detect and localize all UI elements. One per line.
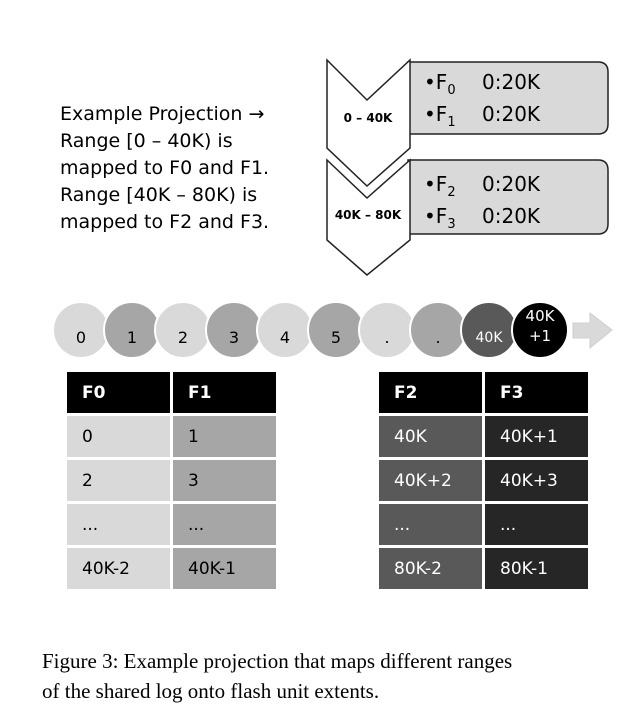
table-cell: 40K-2 (67, 548, 170, 589)
table-cell: 2 (67, 460, 170, 501)
log-entry-label: 40K +1 (525, 307, 555, 345)
table-cell: ... (173, 504, 276, 545)
chevron-1 (326, 58, 411, 188)
table-cell: 1 (173, 416, 276, 457)
table-cell: ... (67, 504, 170, 545)
table-cell: 40K (379, 416, 482, 457)
flash-table-left: F0 F1 0 1 2 3 ... ... 40K-2 40K-1 (64, 369, 279, 592)
table-row: ... ... (379, 504, 588, 545)
chevron-2-label: 40K – 80K (334, 208, 402, 222)
table-row: 2 3 (67, 460, 276, 501)
table-header: F2 (379, 372, 482, 413)
log-entry-label: 2 (177, 328, 189, 347)
description-line: mapped to F2 and F3. (60, 211, 270, 233)
description-line: Range [40K – 80K) is (60, 184, 258, 206)
table-cell: 80K-2 (379, 548, 482, 589)
figure-caption: Figure 3: Example projection that maps d… (42, 646, 632, 706)
log-entry-circle (511, 301, 569, 359)
flash-table-right: F2 F3 40K 40K+1 40K+2 40K+3 ... ... 80K-… (376, 369, 591, 592)
table-cell: 80K-1 (485, 548, 588, 589)
table-row: 40K-2 40K-1 (67, 548, 276, 589)
table-cell: ... (379, 504, 482, 545)
log-entry-label: 4 (279, 328, 291, 347)
chevron-2 (326, 158, 411, 276)
caption-line: of the shared log onto flash unit extent… (42, 679, 380, 703)
table-header: F0 (67, 372, 170, 413)
table-row: 40K 40K+1 (379, 416, 588, 457)
flash-unit-entry: •F0 0:20K (424, 70, 541, 98)
table-row: 80K-2 80K-1 (379, 548, 588, 589)
table-row: 40K+2 40K+3 (379, 460, 588, 501)
table-cell: 40K-1 (173, 548, 276, 589)
table-cell: 3 (173, 460, 276, 501)
log-entry-label: . (435, 328, 441, 347)
table-row: ... ... (67, 504, 276, 545)
table-row: 0 1 (67, 416, 276, 457)
projection-description: Example Projection → Range [0 – 40K) is … (60, 101, 330, 236)
table-cell: 0 (67, 416, 170, 457)
flash-unit-entry: •F1 0:20K (424, 102, 541, 130)
log-entry-label: 1 (126, 328, 138, 347)
log-entry-label: 3 (228, 328, 240, 347)
log-entry-label: 40K (475, 330, 503, 346)
table-cell: ... (485, 504, 588, 545)
table-cell: 40K+3 (485, 460, 588, 501)
description-line: Range [0 – 40K) is (60, 130, 233, 152)
description-line: Example Projection → (60, 103, 265, 125)
log-entry-label: 5 (330, 328, 342, 347)
chevron-1-panel (407, 61, 609, 135)
log-entry-label: 0 (75, 328, 87, 347)
continue-arrow-icon (572, 311, 613, 350)
flash-unit-entry: •F2 0:20K (424, 172, 541, 200)
caption-line: Figure 3: Example projection that maps d… (42, 649, 513, 673)
flash-unit-entry: •F3 0:20K (424, 204, 541, 232)
table-header: F3 (485, 372, 588, 413)
chevron-1-label: 0 – 40K (343, 111, 393, 125)
table-header: F1 (173, 372, 276, 413)
table-cell: 40K+2 (379, 460, 482, 501)
description-line: mapped to F0 and F1. (60, 157, 270, 179)
chevron-2-panel (407, 159, 609, 235)
log-entry-label: . (384, 328, 390, 347)
table-cell: 40K+1 (485, 416, 588, 457)
